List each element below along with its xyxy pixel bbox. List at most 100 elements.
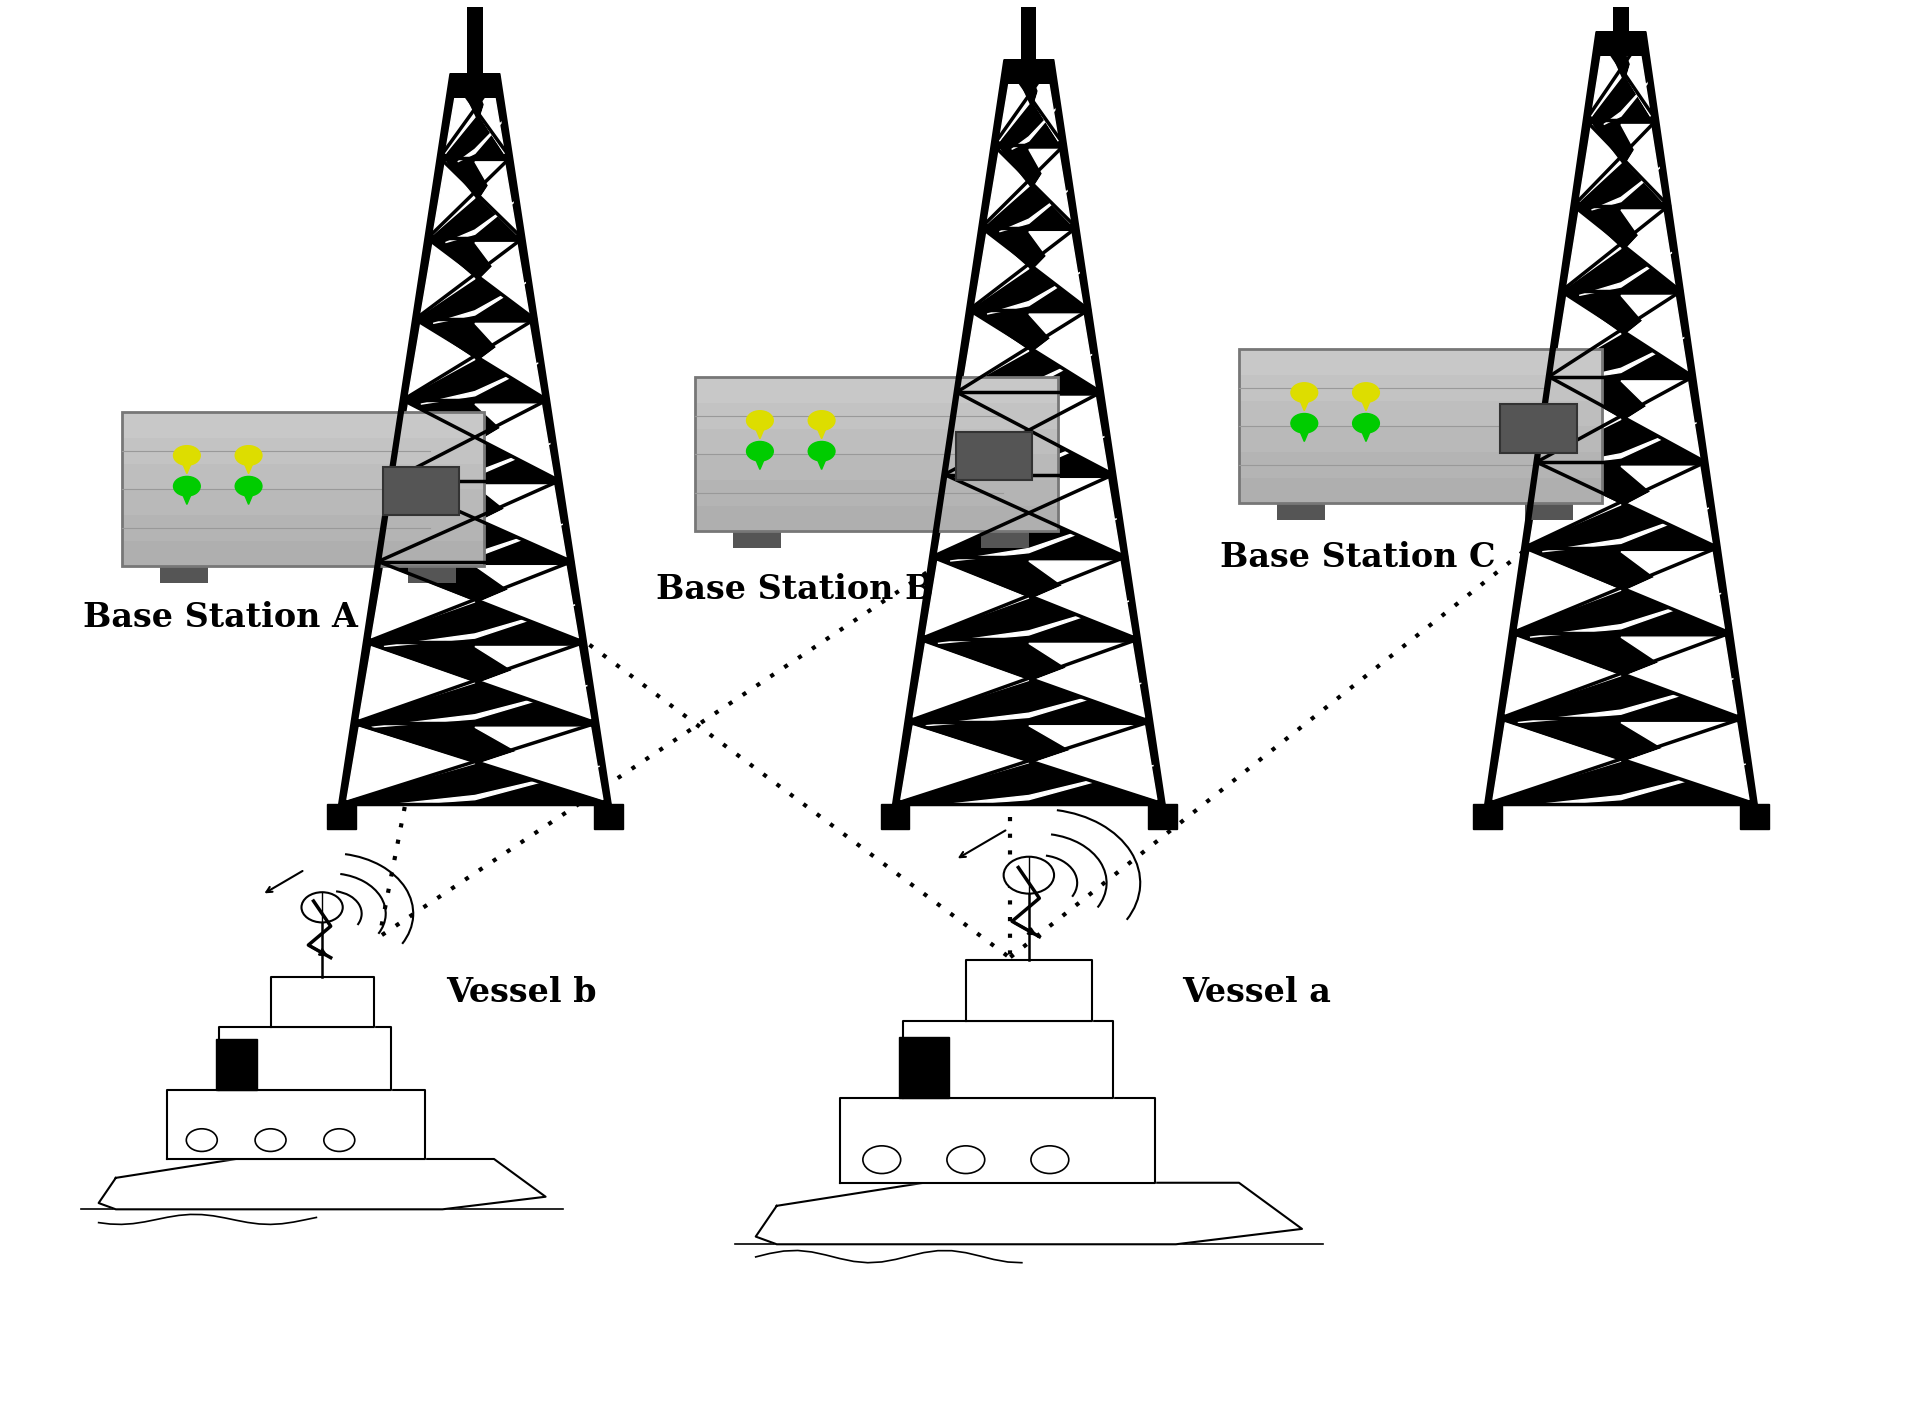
- Bar: [121, 412, 485, 566]
- Polygon shape: [98, 1159, 546, 1209]
- Polygon shape: [950, 397, 1029, 470]
- Polygon shape: [1358, 393, 1373, 411]
- Polygon shape: [1035, 397, 1108, 470]
- Bar: [956, 432, 1033, 480]
- Polygon shape: [327, 803, 356, 829]
- Polygon shape: [1035, 232, 1083, 305]
- Polygon shape: [1625, 723, 1748, 799]
- Polygon shape: [1035, 479, 1119, 552]
- Polygon shape: [1035, 313, 1094, 388]
- Polygon shape: [1529, 592, 1723, 637]
- Polygon shape: [813, 452, 829, 469]
- Bar: [383, 466, 460, 515]
- Polygon shape: [481, 243, 529, 315]
- Polygon shape: [475, 484, 565, 558]
- Text: Vessel b: Vessel b: [446, 976, 596, 1010]
- Polygon shape: [998, 66, 1023, 141]
- Polygon shape: [385, 484, 469, 558]
- Polygon shape: [937, 479, 1029, 552]
- Polygon shape: [1565, 336, 1686, 381]
- Polygon shape: [475, 727, 602, 799]
- Polygon shape: [1473, 803, 1500, 829]
- Polygon shape: [475, 404, 554, 477]
- Polygon shape: [1625, 381, 1698, 457]
- Bar: [733, 531, 781, 548]
- Polygon shape: [408, 323, 469, 395]
- Polygon shape: [179, 456, 194, 473]
- Polygon shape: [752, 452, 767, 469]
- Polygon shape: [1625, 295, 1686, 373]
- Polygon shape: [986, 150, 1023, 223]
- Polygon shape: [1035, 561, 1131, 635]
- Polygon shape: [421, 243, 475, 315]
- Polygon shape: [1029, 397, 1108, 470]
- Polygon shape: [1579, 124, 1621, 202]
- Polygon shape: [1035, 66, 1058, 141]
- Polygon shape: [898, 1036, 948, 1099]
- Polygon shape: [594, 803, 623, 829]
- Polygon shape: [433, 162, 469, 234]
- Polygon shape: [894, 64, 1161, 803]
- Polygon shape: [975, 353, 1094, 397]
- Polygon shape: [396, 522, 565, 566]
- Polygon shape: [900, 726, 1029, 799]
- Circle shape: [1290, 383, 1317, 402]
- Polygon shape: [1296, 424, 1311, 442]
- Polygon shape: [481, 162, 517, 234]
- Polygon shape: [346, 727, 469, 799]
- Polygon shape: [1492, 723, 1621, 799]
- Polygon shape: [1740, 803, 1767, 829]
- Bar: [1238, 426, 1602, 452]
- Polygon shape: [481, 80, 504, 154]
- Polygon shape: [475, 80, 504, 154]
- Polygon shape: [1621, 40, 1650, 116]
- Polygon shape: [421, 243, 469, 315]
- Polygon shape: [360, 647, 469, 719]
- Polygon shape: [752, 421, 767, 439]
- Polygon shape: [998, 188, 1069, 232]
- Polygon shape: [1625, 552, 1723, 628]
- Polygon shape: [902, 1021, 1111, 1099]
- Bar: [1238, 452, 1602, 477]
- Circle shape: [1290, 414, 1317, 433]
- Polygon shape: [950, 397, 1023, 470]
- Polygon shape: [179, 486, 194, 504]
- Polygon shape: [1029, 644, 1144, 717]
- Polygon shape: [446, 80, 469, 154]
- Polygon shape: [900, 726, 1023, 799]
- Polygon shape: [913, 765, 1156, 808]
- Bar: [694, 480, 1058, 505]
- Polygon shape: [937, 479, 1023, 552]
- Polygon shape: [950, 518, 1119, 561]
- Circle shape: [808, 442, 835, 462]
- Polygon shape: [937, 600, 1131, 644]
- Bar: [408, 566, 456, 583]
- FancyBboxPatch shape: [1021, 0, 1036, 64]
- Polygon shape: [1358, 424, 1373, 442]
- Polygon shape: [1579, 250, 1675, 295]
- Polygon shape: [1486, 35, 1754, 803]
- Circle shape: [808, 411, 835, 431]
- Polygon shape: [881, 803, 910, 829]
- Polygon shape: [975, 232, 1023, 305]
- Bar: [1238, 350, 1602, 376]
- FancyBboxPatch shape: [1613, 0, 1627, 35]
- Polygon shape: [371, 566, 469, 638]
- Polygon shape: [1621, 381, 1698, 457]
- Bar: [121, 463, 485, 490]
- Polygon shape: [421, 361, 540, 404]
- Polygon shape: [962, 313, 1029, 388]
- Circle shape: [235, 446, 262, 465]
- Polygon shape: [1542, 381, 1615, 457]
- Polygon shape: [1035, 150, 1069, 223]
- Polygon shape: [385, 484, 475, 558]
- Polygon shape: [396, 404, 469, 477]
- Polygon shape: [1542, 381, 1621, 457]
- Polygon shape: [481, 323, 540, 395]
- Polygon shape: [1529, 466, 1621, 544]
- Polygon shape: [1035, 726, 1156, 799]
- Circle shape: [1004, 857, 1054, 894]
- Polygon shape: [1554, 421, 1698, 466]
- Bar: [694, 455, 1058, 480]
- Polygon shape: [1296, 393, 1311, 411]
